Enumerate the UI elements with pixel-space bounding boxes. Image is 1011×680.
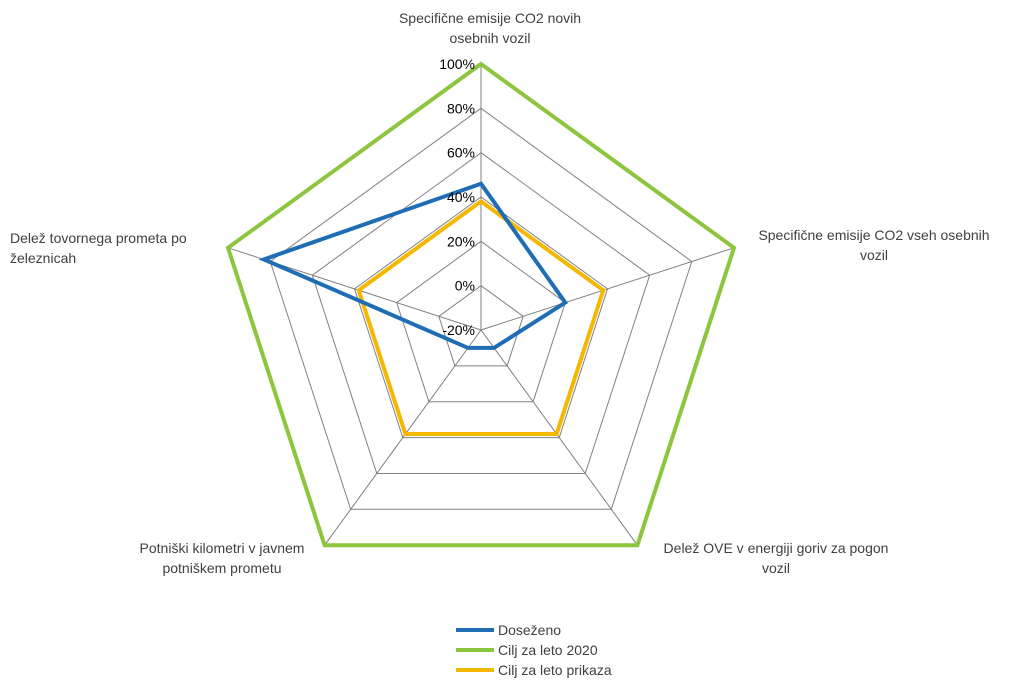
legend-item-target-display-year: Cilj za leto prikaza [456,660,612,680]
grid-ring [438,285,524,367]
legend-swatch [456,668,494,672]
grid-spoke [324,329,482,546]
tick-label: -20% [442,322,475,338]
legend: Doseženo Cilj za leto 2020 Cilj za leto … [456,620,612,680]
axis-label-line: vozil [761,560,790,576]
legend-item-target-2020: Cilj za leto 2020 [456,640,612,660]
radar-series [225,61,737,548]
tick-label: 60% [447,145,475,161]
tick-label: 100% [439,56,475,72]
axis-label-line: Specifične emisije CO2 vseh osebnih [758,227,990,243]
radar-chart: -20% 0% 20% 40% 60% 80% 100% [225,56,737,548]
legend-label: Cilj za leto prikaza [498,662,612,678]
grid-spoke [480,329,638,546]
legend-swatch [456,628,494,632]
tick-label: 80% [447,100,475,116]
grid-ring [353,196,609,439]
tick-label: 20% [447,233,475,249]
axis-label-line: Potniški kilometri v javnem [139,540,305,556]
axis-label-line: potniškem prometu [162,560,282,576]
radar-grid [227,63,735,546]
axis-label-line: Delež tovornega prometa po [10,230,187,246]
axis-label-new-cars-co2: Specifične emisije CO2 novih osebnih voz… [340,8,640,48]
series-target-display-year-line [356,198,606,436]
legend-swatch [456,648,494,652]
legend-label: Cilj za leto 2020 [498,642,598,658]
legend-label: Doseženo [498,622,562,638]
axis-label-line: osebnih vozil [449,30,531,46]
axis-label-renewable-fuel-share: Delež OVE v energiji goriv za pogon vozi… [626,538,926,578]
axis-label-rail-freight-share: Delež tovornega prometa po železnicah [10,228,230,268]
series-target-2020-line [225,61,737,548]
grid-ring [311,152,651,474]
axis-label-line: železnicah [10,250,77,266]
axis-label-line: Delež OVE v energiji goriv za pogon [663,540,889,556]
grid-spoke [480,247,735,331]
radar-tick-labels: -20% 0% 20% 40% 60% 80% 100% [439,56,475,338]
series-achieved-line [258,181,569,350]
axis-label-line: vozil [859,247,888,263]
tick-label: 40% [447,189,475,205]
axis-label-all-cars-co2: Specifične emisije CO2 vseh osebnih vozi… [734,225,1011,265]
grid-ring [396,240,566,403]
tick-label: 0% [455,278,475,294]
legend-item-achieved: Doseženo [456,620,612,640]
grid-ring [269,107,693,510]
axis-label-public-transport-km: Potniški kilometri v javnem potniškem pr… [92,538,352,578]
axis-label-line: Specifične emisije CO2 novih [398,10,582,26]
